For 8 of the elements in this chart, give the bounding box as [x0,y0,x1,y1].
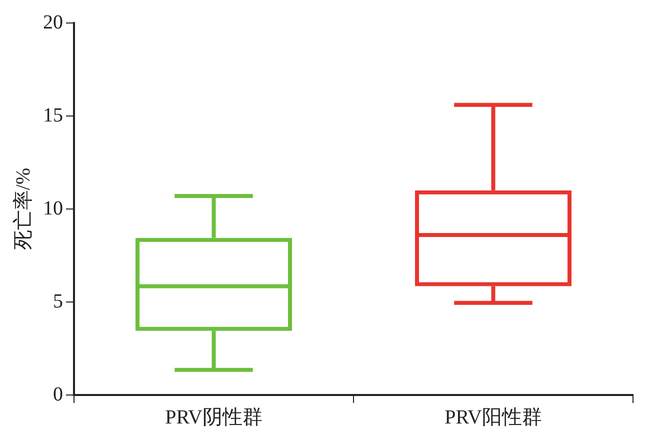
y-axis-title: 死亡率/% [12,168,34,250]
y-tick-label: 20 [43,11,63,34]
y-tick-label: 15 [43,104,63,126]
y-tick-label: 0 [53,383,63,406]
x-tick-label: PRV阳性群 [444,406,542,428]
y-tick-label: 10 [43,197,63,220]
x-tick-label: PRV阴性群 [165,406,262,428]
y-tick-label: 5 [53,290,63,312]
